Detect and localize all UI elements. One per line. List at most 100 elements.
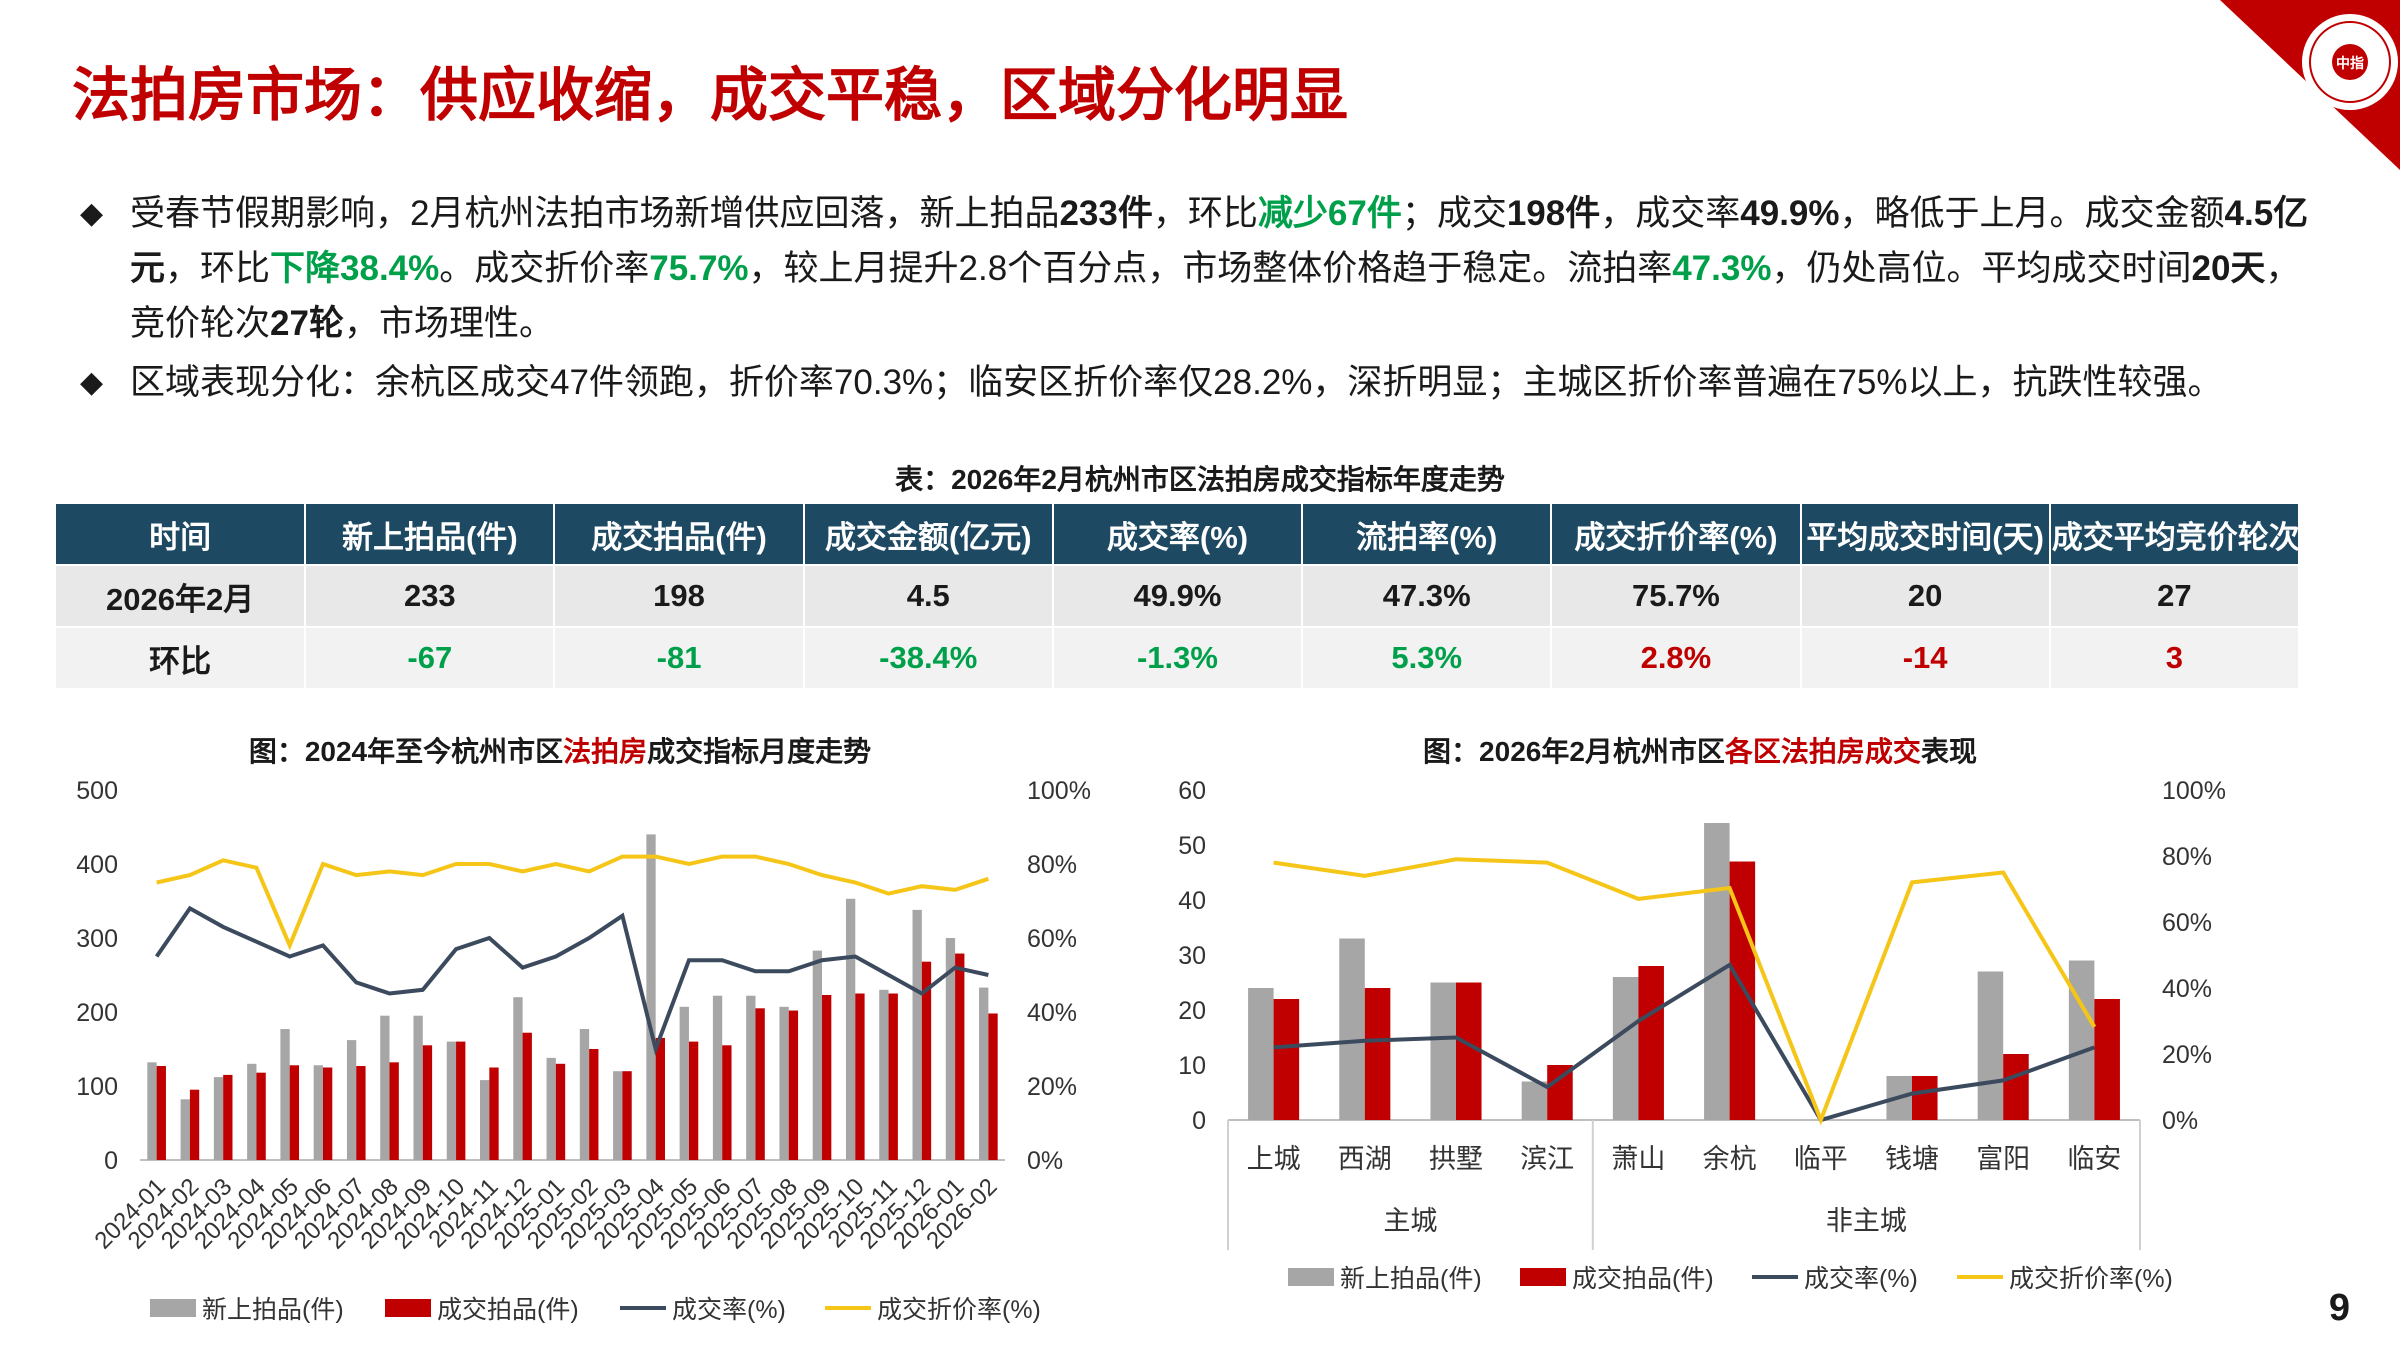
bar-closed (1638, 966, 1664, 1120)
legend-swatch (1520, 1268, 1566, 1286)
bar-closed (322, 1067, 333, 1160)
table-row: 环比 -67 -81 -38.4% -1.3% 5.3% 2.8% -14 3 (56, 626, 2301, 688)
bar-new-listing (979, 987, 989, 1160)
bullet-segment: 198件 (1506, 194, 1601, 233)
table-body: 2026年2月 233 198 4.5 49.9% 47.3% 75.7% 20 27 环比 -67… (56, 564, 2301, 688)
bullet-segment: ，仍处高位。平均成交时间 (1771, 249, 2192, 288)
chart1-title-highlight: 法拍房 (563, 736, 648, 767)
bar-new-listing (480, 1080, 490, 1160)
diamond-bullet-icon: ◆ (80, 197, 104, 230)
bar-closed (622, 1071, 632, 1160)
bar-closed (289, 1065, 300, 1160)
bar-closed (722, 1045, 732, 1160)
bullet-segment: 20天 (2191, 249, 2266, 288)
bar-new-listing (247, 1063, 257, 1160)
y-left-tick-label: 300 (76, 925, 118, 953)
table-cell: -14 (1800, 626, 2051, 688)
bar-closed (422, 1045, 433, 1160)
bar-closed (1273, 999, 1300, 1120)
table-header-cell: 新上拍品(件) (305, 504, 556, 565)
chart1-title-part: 成交指标月度走势 (647, 736, 872, 767)
series-line (1273, 857, 2097, 1126)
bullet-segment: ，成交率 (1600, 194, 1741, 233)
table-header-cell: 成交率(%) (1052, 504, 1304, 565)
bullet-segment: ，环比 (165, 249, 271, 288)
y-right-tick-label: 20% (2162, 1041, 2212, 1069)
bar-closed (555, 1063, 566, 1160)
y-right-tick-label: 60% (2162, 909, 2212, 937)
y-right-tick-label: 100% (1027, 777, 1091, 805)
y-right-tick-label: 60% (1027, 925, 1077, 953)
legend-label: 成交拍品(件) (437, 1296, 579, 1324)
y-right-tick-label: 40% (2162, 975, 2212, 1003)
bar-new-listing (546, 1057, 556, 1160)
bar-new-listing (845, 898, 856, 1160)
bullet-segment: 75.7% (649, 249, 749, 288)
bar-new-listing (2068, 960, 2095, 1120)
y-left-tick-label: 400 (76, 851, 118, 879)
table-cell: 198 (554, 564, 805, 627)
legend-label: 成交折价率(%) (877, 1296, 1041, 1324)
table-cell: 4.5 (803, 564, 1054, 627)
bar-new-listing (513, 997, 523, 1160)
y-right-tick-label: 0% (2162, 1107, 2198, 1135)
bar-closed (855, 993, 865, 1160)
series-line (156, 854, 989, 951)
bar-new-listing (1977, 971, 2004, 1120)
x-tick-label: 滨江 (1520, 1144, 1574, 1174)
bullet-segment: ，市场理性。 (343, 304, 554, 343)
chart1-title: 图：2024年至今杭州市区法拍房成交指标月度走势 (60, 730, 1060, 770)
bar-closed (688, 1041, 699, 1160)
bullet-segment: 47.3% (1672, 249, 1772, 288)
x-tick-label: 余杭 (1703, 1144, 1757, 1174)
page-number: 9 (2328, 1287, 2350, 1329)
bar-new-listing (313, 1065, 323, 1160)
y-right-tick-label: 100% (2162, 777, 2226, 805)
bar-new-listing (1612, 977, 1639, 1120)
bar-new-listing (1248, 988, 1274, 1120)
bar-new-listing (746, 995, 756, 1160)
bar-closed (1729, 861, 1756, 1120)
table-header-cell: 流拍率(%) (1302, 504, 1553, 565)
bullet-1: ◆ 受春节假期影响，2月杭州法拍市场新增供应回落，新上拍品233件，环比减少67… (80, 186, 2310, 351)
bullet-segment: 区域表现分化：余杭区成交47件领跑，折价率70.3%；临安区折价率仅28.2%，… (130, 363, 2223, 402)
bar-new-listing (812, 950, 823, 1160)
x-group-label: 非主城 (1826, 1206, 1907, 1236)
bar-closed (921, 961, 932, 1160)
y-right-tick-label: 80% (2162, 843, 2212, 871)
y-left-tick-label: 40 (1178, 887, 1206, 915)
y-left-tick-label: 10 (1178, 1052, 1206, 1080)
table-header-row: 时间 新上拍品(件) 成交拍品(件) 成交金额(亿元) 成交率(%) 流拍率(%) 成交折价… (56, 504, 2301, 565)
bullet-segment: ，较上月提升2.8个百分点，市场整体价格趋于稳定。流拍率 (748, 249, 1673, 288)
bar-closed (589, 1049, 599, 1160)
table-cell: 2.8% (1551, 626, 1802, 688)
x-group-label: 主城 (1383, 1206, 1437, 1236)
table-cell: 2026年2月 (56, 564, 307, 627)
y-left-tick-label: 60 (1178, 777, 1206, 805)
bar-new-listing (912, 909, 922, 1160)
legend-swatch (1288, 1268, 1334, 1286)
x-tick-label: 萧山 (1611, 1144, 1665, 1174)
bar-new-listing (779, 1006, 789, 1160)
series-line (1273, 962, 2096, 1123)
page-title: 法拍房市场：供应收缩，成交平稳，区域分化明显 (72, 63, 1349, 128)
bar-closed (888, 993, 898, 1160)
table-cell: -1.3% (1052, 626, 1304, 688)
bullet-segment: 27轮 (270, 304, 344, 343)
y-left-tick-label: 0 (1192, 1107, 1206, 1135)
chart2-title-part: 图：2026年2月杭州市区 (1423, 736, 1725, 767)
bullet-segment: 。成交折价率 (439, 249, 650, 288)
table-cell: 环比 (56, 626, 307, 688)
bar-new-listing (579, 1029, 590, 1160)
x-tick-label: 上城 (1247, 1144, 1301, 1174)
bar-closed (955, 953, 965, 1160)
table-header-cell: 成交折价率(%) (1551, 504, 1802, 565)
y-left-tick-label: 20 (1178, 997, 1206, 1025)
bar-closed (822, 994, 832, 1160)
x-tick-label: 临平 (1794, 1144, 1848, 1174)
bar-closed (256, 1072, 266, 1160)
bar-new-listing (613, 1071, 623, 1160)
table-header-cell: 成交拍品(件) (554, 504, 805, 565)
table-cell: -81 (554, 626, 805, 688)
bar-closed (2003, 1054, 2029, 1120)
